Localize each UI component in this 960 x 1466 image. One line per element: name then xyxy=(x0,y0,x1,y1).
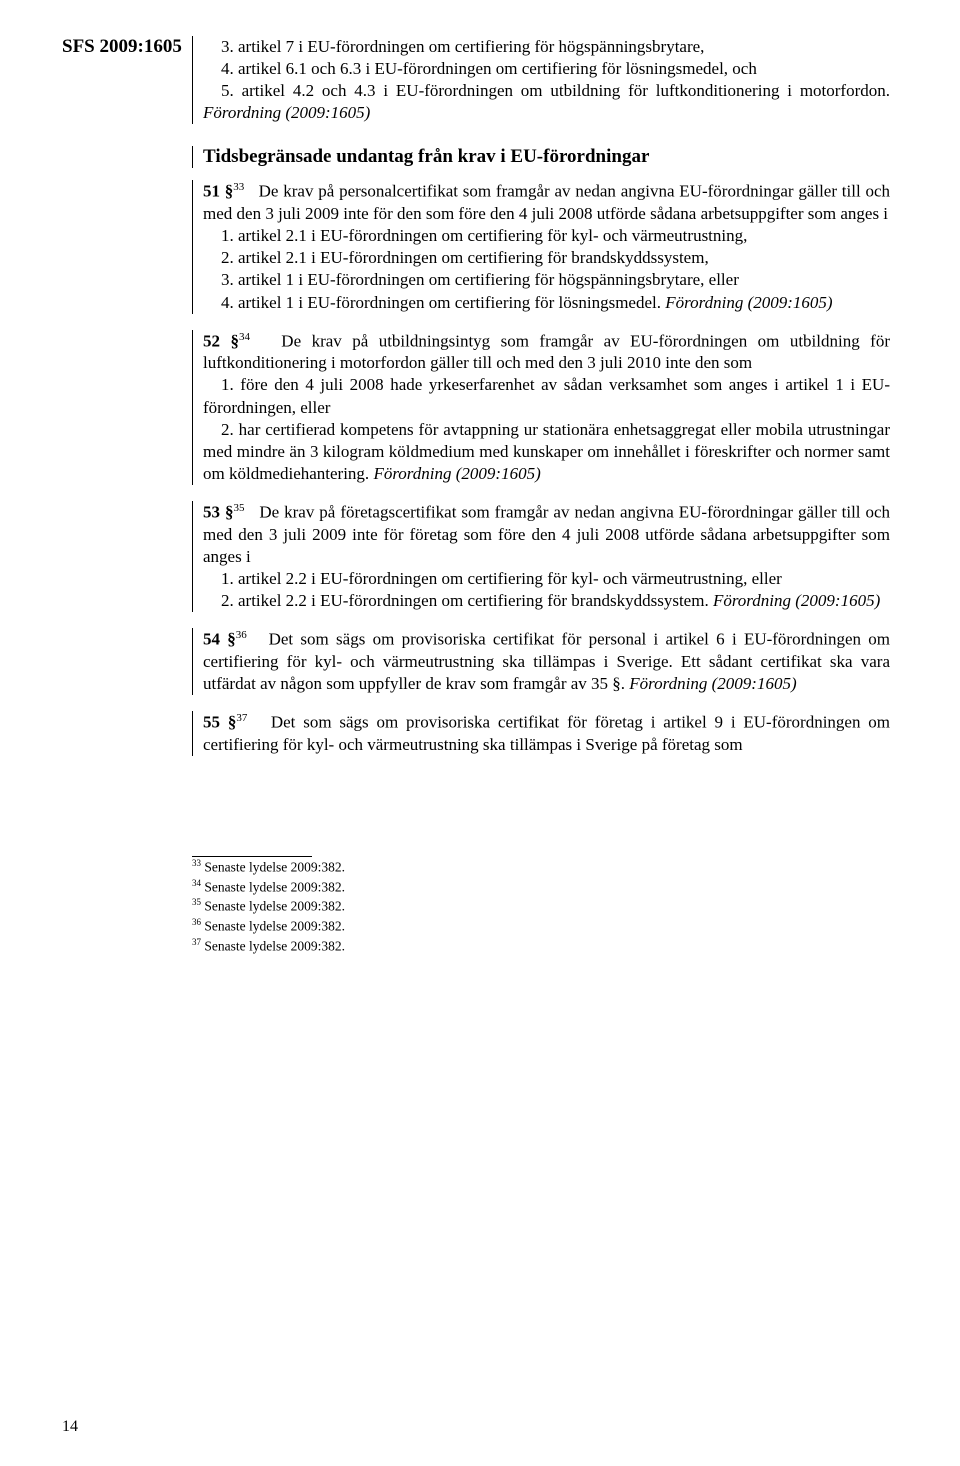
p51-lead-text: De krav på personalcertifikat som framgå… xyxy=(203,182,890,223)
p53-i2-text: 2. artikel 2.2 i EU-förordningen om cert… xyxy=(221,591,709,610)
p52-num: 52 § xyxy=(203,331,239,350)
p52-ref: Förordning (2009:1605) xyxy=(373,464,540,483)
p52-i2-text: 2. har certifierad kompetens för avtappn… xyxy=(203,420,890,483)
fn37-text: Senaste lydelse 2009:382. xyxy=(201,938,345,953)
fn36-num: 36 xyxy=(192,917,201,927)
p54-lead: 54 §36 Det som sägs om provisoriska cert… xyxy=(203,628,890,695)
p55-sup: 37 xyxy=(236,712,247,724)
para-block-intro: 3. artikel 7 i EU-förordningen om certif… xyxy=(192,36,890,124)
para-block-52: 52 §34 De krav på utbildningsintyg som f… xyxy=(192,330,890,485)
p54-num: 54 § xyxy=(203,630,236,649)
intro-item-5: 5. artikel 4.2 och 4.3 i EU-förordningen… xyxy=(203,80,890,124)
p54-sup: 36 xyxy=(236,629,247,641)
p54-ref: Förordning (2009:1605) xyxy=(629,674,796,693)
page-number: 14 xyxy=(62,1418,78,1436)
p51-lead: 51 §33 De krav på personalcertifikat som… xyxy=(203,180,890,225)
main-content: 3. artikel 7 i EU-förordningen om certif… xyxy=(192,36,890,756)
p51-ref: Förordning (2009:1605) xyxy=(665,293,832,312)
intro-item-5-text: 5. artikel 4.2 och 4.3 i EU-förordningen… xyxy=(221,81,890,100)
fn34-num: 34 xyxy=(192,878,201,888)
p52-i2: 2. har certifierad kompetens för avtappn… xyxy=(203,419,890,485)
p55-lead: 55 §37 Det som sägs om provisoriska cert… xyxy=(203,711,890,756)
p55-lead-text: Det som sägs om provisoriska certifikat … xyxy=(203,713,890,754)
p51-i2: 2. artikel 2.1 i EU-förordningen om cert… xyxy=(203,247,890,269)
fn35-num: 35 xyxy=(192,897,201,907)
footnotes: 33 Senaste lydelse 2009:382. 34 Senaste … xyxy=(192,856,312,956)
p55-num: 55 § xyxy=(203,713,236,732)
p53-lead: 53 §35 De krav på företagscertifikat som… xyxy=(203,501,890,568)
fn36-text: Senaste lydelse 2009:382. xyxy=(201,918,345,933)
para-block-55: 55 §37 Det som sägs om provisoriska cert… xyxy=(192,711,890,756)
para-block-51: 51 §33 De krav på personalcertifikat som… xyxy=(192,180,890,313)
p52-lead: 52 §34 De krav på utbildningsintyg som f… xyxy=(203,330,890,375)
p53-ref: Förordning (2009:1605) xyxy=(713,591,880,610)
footnote-36: 36 Senaste lydelse 2009:382. xyxy=(192,916,592,936)
fn35-text: Senaste lydelse 2009:382. xyxy=(201,899,345,914)
document-header: SFS 2009:1605 xyxy=(62,36,182,58)
p51-i4: 4. artikel 1 i EU-förordningen om certif… xyxy=(203,292,890,314)
p51-i1: 1. artikel 2.1 i EU-förordningen om cert… xyxy=(203,225,890,247)
p53-i1: 1. artikel 2.2 i EU-förordningen om cert… xyxy=(203,568,890,590)
intro-ref: Förordning (2009:1605) xyxy=(203,103,370,122)
p53-num: 53 § xyxy=(203,503,233,522)
footnote-35: 35 Senaste lydelse 2009:382. xyxy=(192,896,592,916)
intro-item-4: 4. artikel 6.1 och 6.3 i EU-förordningen… xyxy=(203,58,890,80)
p52-sup: 34 xyxy=(239,331,250,343)
fn37-num: 37 xyxy=(192,937,201,947)
p51-i3: 3. artikel 1 i EU-förordningen om certif… xyxy=(203,269,890,291)
footnote-34: 34 Senaste lydelse 2009:382. xyxy=(192,877,592,897)
p52-lead-text: De krav på utbildningsintyg som framgår … xyxy=(203,331,890,372)
p51-num: 51 § xyxy=(203,182,233,201)
para-block-53: 53 §35 De krav på företagscertifikat som… xyxy=(192,501,890,612)
fn33-text: Senaste lydelse 2009:382. xyxy=(201,859,345,874)
p53-i2: 2. artikel 2.2 i EU-förordningen om cert… xyxy=(203,590,890,612)
p51-i4-text: 4. artikel 1 i EU-förordningen om certif… xyxy=(221,293,661,312)
p53-lead-text: De krav på företagscertifikat som framgå… xyxy=(203,503,890,566)
footnote-33: 33 Senaste lydelse 2009:382. xyxy=(192,857,592,877)
p51-sup: 33 xyxy=(233,181,244,193)
para-block-54: 54 §36 Det som sägs om provisoriska cert… xyxy=(192,628,890,695)
p52-i1: 1. före den 4 juli 2008 hade yrkeserfare… xyxy=(203,374,890,418)
p53-sup: 35 xyxy=(233,502,244,514)
fn33-num: 33 xyxy=(192,858,201,868)
footnote-37: 37 Senaste lydelse 2009:382. xyxy=(192,936,592,956)
intro-item-3: 3. artikel 7 i EU-förordningen om certif… xyxy=(203,36,890,58)
section-heading: Tidsbegränsade undantag från krav i EU-f… xyxy=(192,146,890,168)
fn34-text: Senaste lydelse 2009:382. xyxy=(201,879,345,894)
